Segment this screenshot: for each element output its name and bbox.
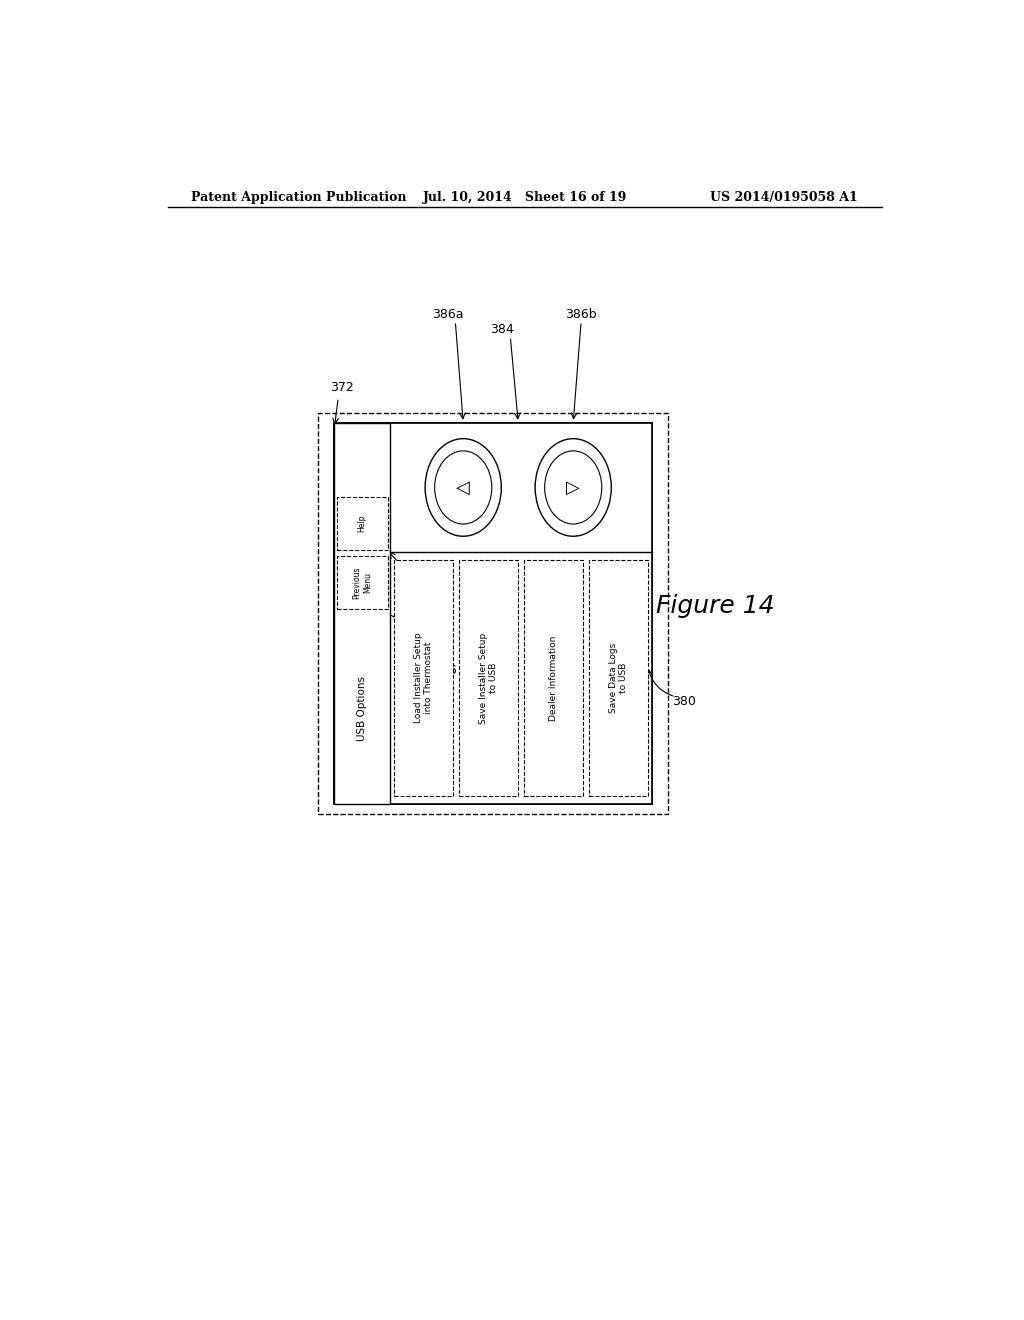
Text: 372: 372	[331, 380, 354, 393]
Bar	[334, 422, 652, 804]
Bar	[589, 561, 648, 796]
Text: Previous
Menu: Previous Menu	[352, 566, 372, 599]
Circle shape	[425, 438, 502, 536]
Bar	[334, 422, 390, 804]
Circle shape	[434, 451, 492, 524]
Bar	[337, 556, 387, 610]
Text: 376: 376	[418, 644, 441, 656]
Bar	[459, 561, 518, 796]
Text: 386a: 386a	[431, 308, 463, 321]
Text: US 2014/0195058 A1: US 2014/0195058 A1	[711, 190, 858, 203]
Text: Dealer Information: Dealer Information	[549, 635, 558, 721]
Text: 386b: 386b	[565, 308, 597, 321]
Bar	[337, 496, 387, 550]
Text: 376: 376	[433, 664, 458, 677]
Text: Save Data Logs
to USB: Save Data Logs to USB	[608, 643, 628, 713]
Text: Jul. 10, 2014   Sheet 16 of 19: Jul. 10, 2014 Sheet 16 of 19	[423, 190, 627, 203]
Text: 380: 380	[672, 696, 695, 708]
Text: Save Installer Setup
to USB: Save Installer Setup to USB	[478, 632, 498, 723]
Text: Help: Help	[357, 515, 367, 532]
Bar	[524, 561, 583, 796]
Text: Figure 14: Figure 14	[656, 594, 774, 618]
Circle shape	[536, 438, 611, 536]
Text: Patent Application Publication: Patent Application Publication	[191, 190, 407, 203]
Text: ◁: ◁	[457, 478, 470, 496]
Text: 384: 384	[490, 323, 514, 337]
Text: ▷: ▷	[566, 478, 581, 496]
Bar	[318, 413, 668, 814]
Text: USB Options: USB Options	[357, 676, 368, 741]
Bar	[394, 561, 453, 796]
Circle shape	[545, 451, 602, 524]
Text: Load Installer Setup
into Thermostat: Load Installer Setup into Thermostat	[414, 632, 433, 723]
